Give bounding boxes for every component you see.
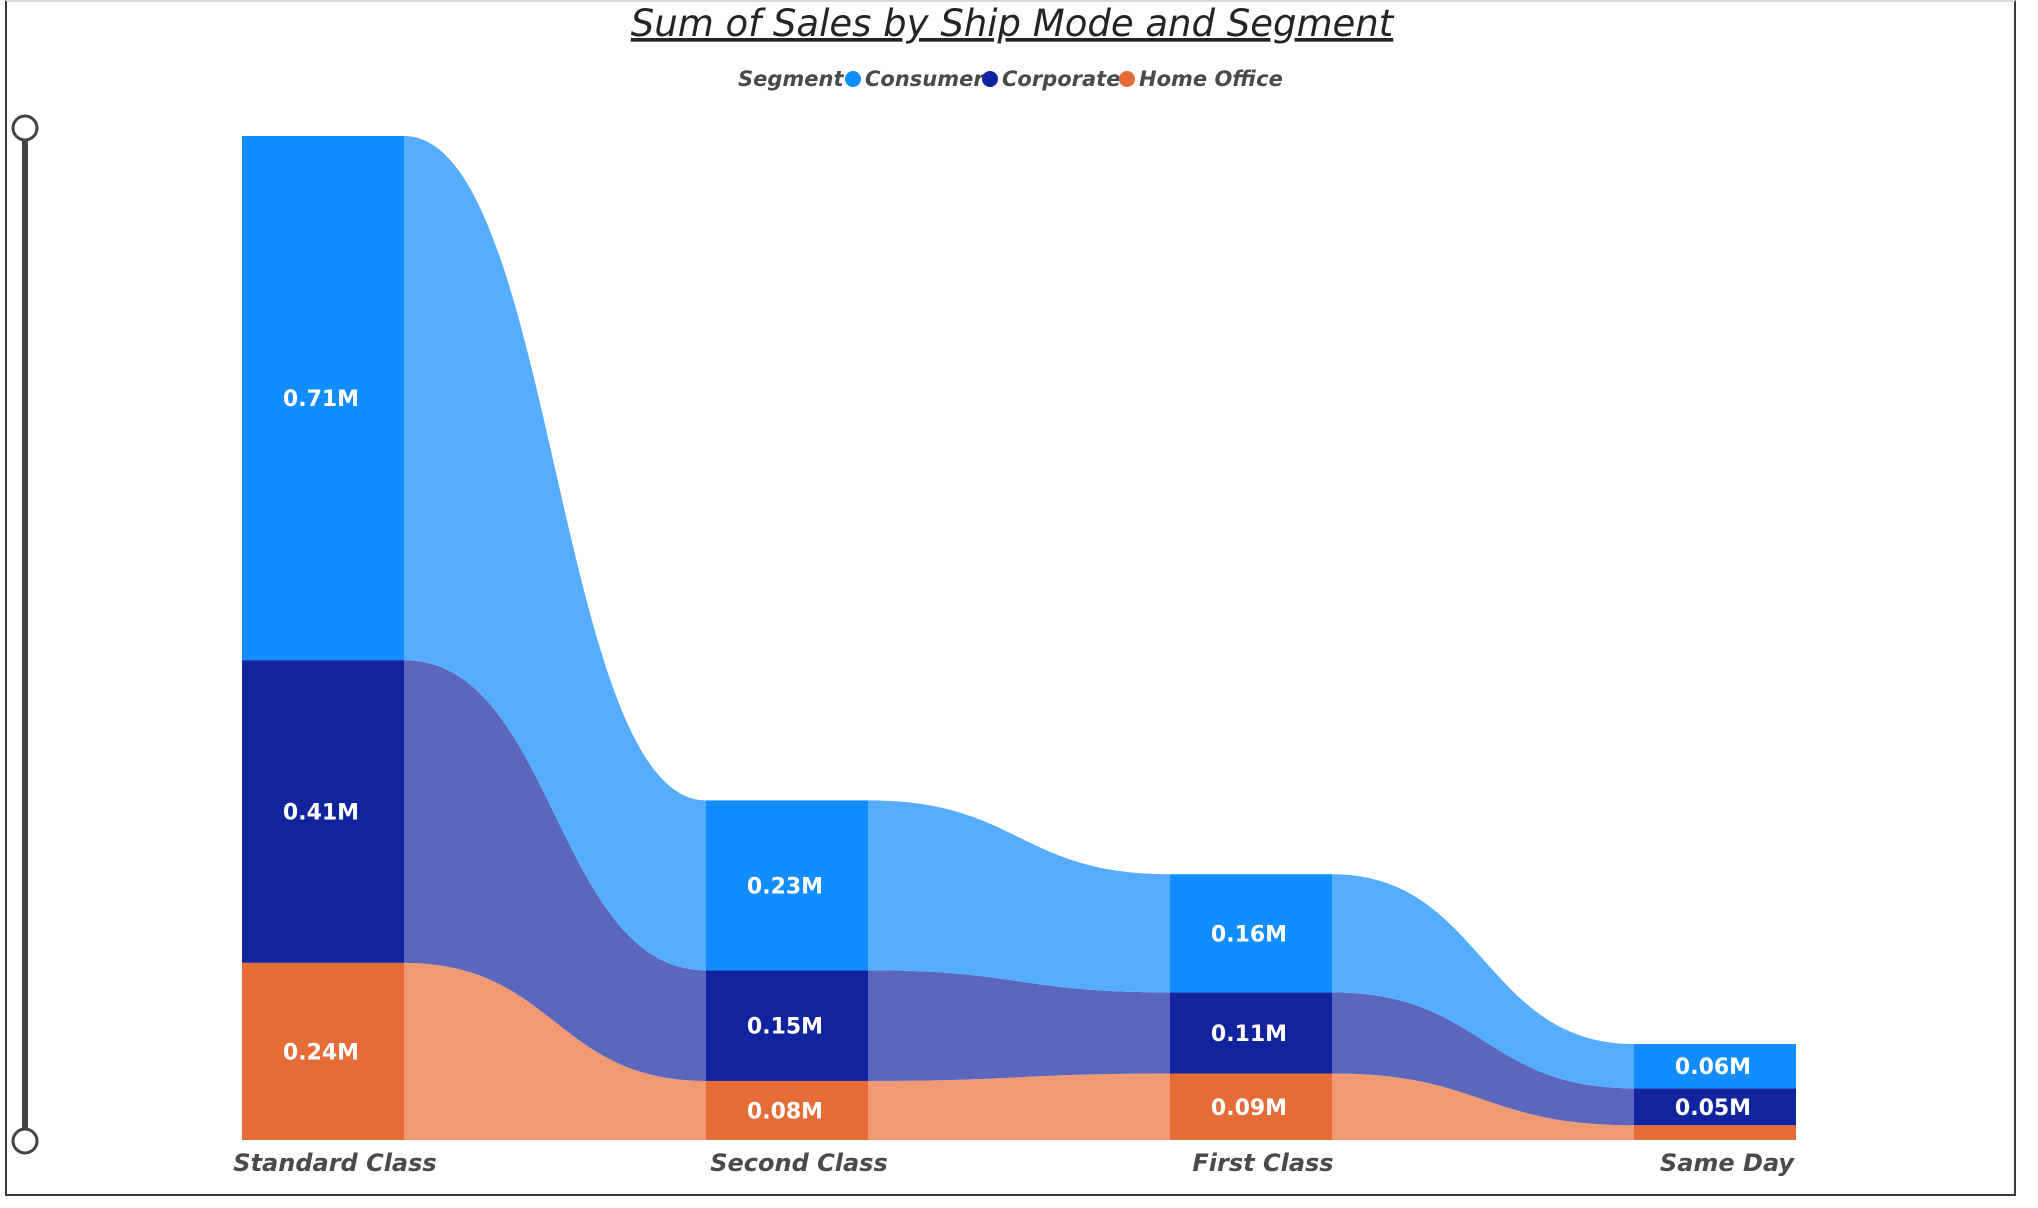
legend-marker-consumer [845,71,861,87]
legend-marker-corporate [982,71,998,87]
ribbon-corporate-1[interactable] [404,660,706,1081]
bar-corporate-second-class[interactable] [706,970,868,1081]
bar-corporate-standard-class[interactable] [242,660,404,963]
bar-home-office-second-class[interactable] [706,1080,868,1140]
data-label-consumer-first-class: 0.16M [1211,922,1287,947]
data-label-consumer-standard-class: 0.71M [283,387,359,412]
data-label-consumer-second-class: 0.23M [747,874,823,899]
ribbon-consumer-2[interactable] [868,800,1170,993]
ribbon-home-office-3[interactable] [1332,1073,1634,1140]
data-label-consumer-same-day: 0.06M [1675,1055,1751,1080]
bar-consumer-same-day[interactable] [1634,1044,1796,1089]
x-tick-same-day: Same Day [1660,1149,1796,1177]
ribbon-corporate-2[interactable] [868,970,1170,1081]
ribbon-home-office-2[interactable] [868,1073,1170,1140]
slider-handle-top[interactable] [11,114,39,142]
bar-corporate-first-class[interactable] [1170,992,1332,1074]
ribbon-corporate-3[interactable] [1332,992,1634,1126]
data-labels: 0.24M 0.08M 0.09M 0.41M 0.15M 0.11M 0.05M 0.71M… [283,387,1751,1124]
bar-consumer-standard-class[interactable] [242,136,404,661]
data-label-corporate-first-class: 0.11M [1211,1022,1287,1047]
bar-home-office-standard-class[interactable] [242,962,404,1140]
data-label-home-office-second-class: 0.08M [747,1099,823,1124]
ribbon-consumer-3[interactable] [1332,874,1634,1089]
ribbon-consumer-1[interactable] [404,136,706,971]
legend-item-corporate[interactable]: Corporate [1002,67,1120,91]
bars [242,136,1796,1140]
chart-title: Sum of Sales by Ship Mode and Segment [631,2,1395,45]
data-label-corporate-same-day: 0.05M [1675,1096,1751,1121]
bar-home-office-first-class[interactable] [1170,1073,1332,1140]
ribbon-home-office-1[interactable] [404,962,706,1140]
bar-home-office-same-day[interactable] [1634,1125,1796,1140]
data-label-corporate-standard-class: 0.41M [283,800,359,825]
x-tick-standard-class: Standard Class [233,1149,436,1177]
bar-consumer-first-class[interactable] [1170,874,1332,993]
legend-title: Segment [738,67,844,91]
vertical-range-slider[interactable] [11,114,39,1155]
legend-item-home-office[interactable]: Home Office [1139,67,1283,91]
ribbons [404,136,1634,1140]
data-label-home-office-standard-class: 0.24M [283,1040,359,1065]
legend-marker-home-office [1119,71,1135,87]
legend: Segment Consumer Corporate Home Office [738,67,1283,91]
data-label-corporate-second-class: 0.15M [747,1015,823,1040]
slider-handle-bottom[interactable] [11,1127,39,1155]
data-label-home-office-first-class: 0.09M [1211,1096,1287,1121]
bar-corporate-same-day[interactable] [1634,1088,1796,1126]
x-axis: Standard Class Second Class First Class Sam… [233,1149,1795,1177]
bar-consumer-second-class[interactable] [706,800,868,971]
legend-item-consumer[interactable]: Consumer [865,67,985,91]
x-tick-second-class: Second Class [710,1149,888,1177]
x-tick-first-class: First Class [1192,1149,1333,1177]
